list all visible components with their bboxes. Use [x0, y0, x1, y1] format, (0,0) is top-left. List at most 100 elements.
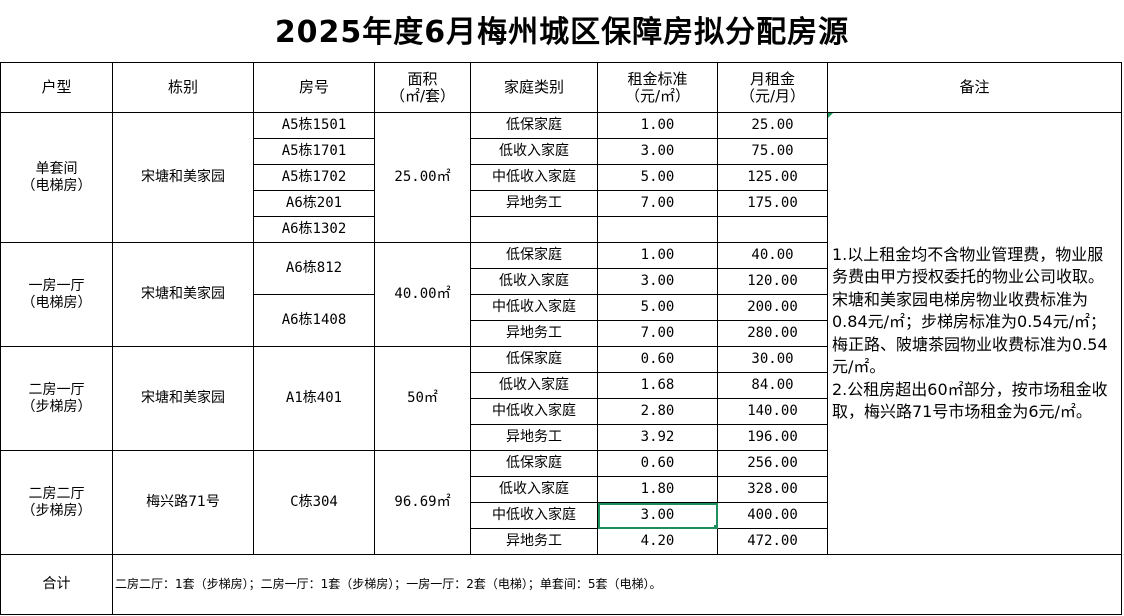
monthly-rent-cell[interactable]: 472.00 [717, 528, 828, 555]
table-row: 异地务工 3.92 196.00 [1, 424, 1122, 451]
monthly-rent-cell[interactable]: 120.00 [717, 268, 828, 295]
column-header[interactable]: 月租金 （元/月） [717, 62, 828, 113]
family-type-cell[interactable]: 中低收入家庭 [470, 398, 598, 425]
area-cell[interactable]: 40.00㎡ [374, 242, 471, 347]
monthly-rent-cell[interactable]: 175.00 [717, 190, 828, 217]
monthly-rent-cell[interactable]: 30.00 [717, 346, 828, 373]
rent-rate-cell[interactable]: 3.92 [597, 424, 718, 451]
housing-table: 户型 栋别 房号 面积 （㎡/套） 家庭类别 租金标准 （元/㎡） 月租金 （元/月） 备注单… [0, 62, 1122, 615]
family-type-cell[interactable]: 中低收入家庭 [470, 294, 598, 321]
family-type-cell[interactable]: 中低收入家庭 [470, 502, 598, 529]
table-row: 二房二厅 （步梯房） 梅兴路71号 C栋304 96.69㎡ 低保家庭 0.60 256.0… [0, 450, 1122, 555]
table-row: 异地务工 4.20 472.00 [1, 528, 1122, 555]
rent-rate-cell[interactable]: 5.00 [597, 294, 718, 321]
column-header[interactable]: 户型 [0, 62, 113, 113]
rent-rate-cell[interactable]: 7.00 [597, 190, 718, 217]
family-type-cell[interactable]: 异地务工 [470, 320, 598, 347]
room-number-cell[interactable]: A5栋1501 [253, 112, 375, 139]
building-cell[interactable]: 宋塘和美家园 [112, 112, 254, 243]
rent-rate-cell[interactable]: 1.00 [597, 112, 718, 139]
monthly-rent-cell[interactable]: 280.00 [717, 320, 828, 347]
column-header[interactable]: 栋别 [112, 62, 254, 113]
area-cell[interactable]: 50㎡ [374, 346, 471, 451]
rent-rate-cell[interactable]: 7.00 [597, 320, 718, 347]
family-type-cell[interactable]: 低收入家庭 [470, 138, 598, 165]
building-cell[interactable]: 宋塘和美家园 [112, 242, 254, 347]
table-row: 二房一厅 （步梯房） 宋塘和美家园 A1栋401 50㎡ 低保家庭 0.60 30.00 [0, 346, 1122, 451]
unit-type-cell[interactable]: 单套间 （电梯房） [0, 112, 113, 243]
table-row: A5栋1702 中低收入家庭 5.00 125.00 [1, 164, 1122, 191]
room-number-cell[interactable]: A5栋1701 [253, 138, 375, 165]
area-cell[interactable]: 96.69㎡ [374, 450, 471, 555]
family-type-cell[interactable] [470, 216, 598, 243]
family-type-cell[interactable]: 低保家庭 [470, 112, 598, 139]
family-type-cell[interactable]: 异地务工 [470, 528, 598, 555]
family-type-cell[interactable]: 低收入家庭 [470, 372, 598, 399]
rent-rate-cell[interactable]: 0.60 [597, 346, 718, 373]
table-row: A6栋1408 中低收入家庭 5.00 200.00 [1, 294, 1122, 347]
column-header[interactable]: 房号 [253, 62, 375, 113]
room-number-cell[interactable]: A6栋201 [253, 190, 375, 217]
column-header[interactable]: 面积 （㎡/套） [374, 62, 471, 113]
table-row: 单套间 （电梯房） 宋塘和美家园 A5栋1501 25.00㎡ 低保家庭 1.00 25.0… [0, 112, 1122, 555]
rent-rate-cell[interactable]: 2.80 [597, 398, 718, 425]
unit-type-cell[interactable]: 二房二厅 （步梯房） [0, 450, 113, 555]
rent-rate-cell[interactable] [597, 216, 718, 243]
total-summary-cell[interactable]: 二房二厅：1套（步梯房）；二房一厅：1套（步梯房）；一房一厅：2套（电梯）；单套… [112, 554, 1122, 615]
monthly-rent-cell[interactable]: 84.00 [717, 372, 828, 399]
monthly-rent-cell[interactable]: 400.00 [717, 502, 828, 529]
monthly-rent-cell[interactable]: 140.00 [717, 398, 828, 425]
column-header[interactable]: 备注 [827, 62, 1122, 113]
family-type-cell[interactable]: 中低收入家庭 [470, 164, 598, 191]
monthly-rent-cell[interactable]: 125.00 [717, 164, 828, 191]
unit-type-cell[interactable]: 二房一厅 （步梯房） [0, 346, 113, 451]
column-header[interactable]: 租金标准 （元/㎡） [597, 62, 718, 113]
monthly-rent-cell[interactable]: 25.00 [717, 112, 828, 139]
monthly-rent-cell[interactable]: 196.00 [717, 424, 828, 451]
family-type-cell[interactable]: 低收入家庭 [470, 268, 598, 295]
table-row: 一房一厅 （电梯房） 宋塘和美家园 A6栋812 40.00㎡ 低保家庭 1.00 40.0… [0, 242, 1122, 347]
monthly-rent-cell[interactable]: 328.00 [717, 476, 828, 503]
room-number-cell[interactable]: C栋304 [253, 450, 375, 555]
rent-rate-cell[interactable]: 3.00 [597, 502, 718, 529]
family-type-cell[interactable]: 低保家庭 [470, 450, 598, 477]
table-row: A6栋201 异地务工 7.00 175.00 [1, 190, 1122, 217]
rent-rate-cell[interactable]: 3.00 [597, 268, 718, 295]
total-label-cell[interactable]: 合计 [0, 554, 113, 615]
area-cell[interactable]: 25.00㎡ [374, 112, 471, 243]
room-number-cell[interactable]: A1栋401 [253, 346, 375, 451]
rent-rate-cell[interactable]: 1.68 [597, 372, 718, 399]
fill-handle[interactable] [714, 525, 717, 528]
room-number-cell[interactable]: A6栋1302 [253, 216, 375, 243]
notes-cell[interactable]: 1.以上租金均不含物业管理费，物业服务费由甲方授权委托的物业公司收取。宋塘和美家… [827, 112, 1122, 555]
comment-indicator-icon [828, 113, 833, 118]
rent-rate-cell[interactable]: 0.60 [597, 450, 718, 477]
monthly-rent-cell[interactable]: 40.00 [717, 242, 828, 269]
rent-rate-cell[interactable]: 1.00 [597, 242, 718, 269]
room-number-cell[interactable]: A6栋1408 [253, 294, 375, 347]
family-type-cell[interactable]: 异地务工 [470, 424, 598, 451]
table-row: 低收入家庭 3.00 120.00 [1, 268, 1122, 295]
table-row: A5栋1701 低收入家庭 3.00 75.00 [1, 138, 1122, 165]
room-number-cell[interactable]: A6栋812 [253, 242, 375, 295]
building-cell[interactable]: 宋塘和美家园 [112, 346, 254, 451]
monthly-rent-cell[interactable] [717, 216, 828, 243]
page-title: 2025年度6月梅州城区保障房拟分配房源 [274, 15, 850, 50]
monthly-rent-cell[interactable]: 200.00 [717, 294, 828, 321]
total-row: 合计 二房二厅：1套（步梯房）；二房一厅：1套（步梯房）；一房一厅：2套（电梯）；… [0, 554, 1122, 615]
building-cell[interactable]: 梅兴路71号 [112, 450, 254, 555]
rent-rate-cell[interactable]: 5.00 [597, 164, 718, 191]
family-type-cell[interactable]: 低保家庭 [470, 242, 598, 269]
family-type-cell[interactable]: 低保家庭 [470, 346, 598, 373]
rent-rate-cell[interactable]: 1.80 [597, 476, 718, 503]
unit-type-cell[interactable]: 一房一厅 （电梯房） [0, 242, 113, 347]
family-type-cell[interactable]: 异地务工 [470, 190, 598, 217]
rent-rate-cell[interactable]: 4.20 [597, 528, 718, 555]
monthly-rent-cell[interactable]: 75.00 [717, 138, 828, 165]
column-header[interactable]: 家庭类别 [470, 62, 598, 113]
monthly-rent-cell[interactable]: 256.00 [717, 450, 828, 477]
rent-rate-cell[interactable]: 3.00 [597, 138, 718, 165]
room-number-cell[interactable]: A5栋1702 [253, 164, 375, 191]
header-row: 户型 栋别 房号 面积 （㎡/套） 家庭类别 租金标准 （元/㎡） 月租金 （元/月） 备注 [0, 62, 1122, 113]
family-type-cell[interactable]: 低收入家庭 [470, 476, 598, 503]
